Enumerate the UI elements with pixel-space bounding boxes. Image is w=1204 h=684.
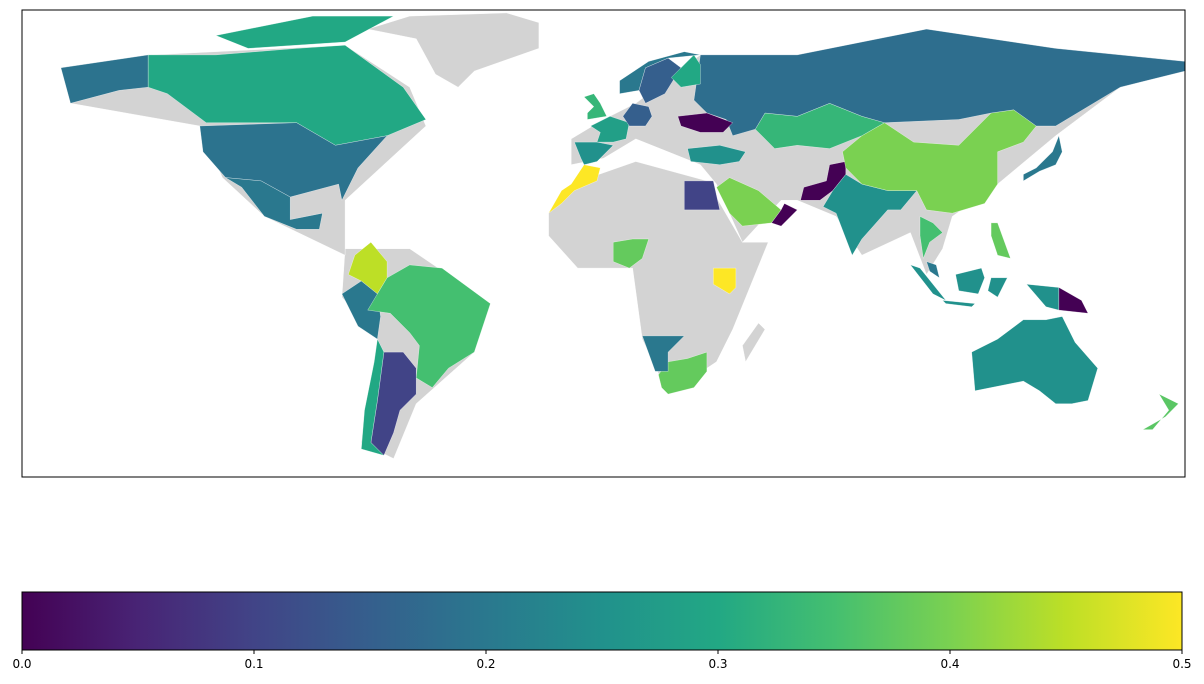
- region: [687, 145, 746, 165]
- colorbar-tick-label: 0.2: [476, 657, 495, 671]
- region: [693, 28, 1185, 136]
- region: [583, 93, 607, 120]
- colorbar-tick-label: 0.0: [12, 657, 31, 671]
- region: [548, 164, 601, 214]
- region: [225, 177, 323, 230]
- no-data-land: [367, 12, 540, 88]
- region: [771, 203, 798, 227]
- region: [590, 116, 630, 143]
- region: [684, 180, 720, 211]
- region: [642, 335, 685, 372]
- region: [713, 267, 737, 295]
- colorbar-tick-label: 0.3: [708, 657, 727, 671]
- region: [942, 300, 976, 307]
- region: [574, 141, 614, 165]
- region: [622, 103, 653, 127]
- region: [361, 338, 385, 456]
- map: [60, 12, 1185, 459]
- no-data-land: [548, 161, 769, 395]
- region: [199, 122, 388, 201]
- region: [822, 174, 918, 256]
- region: [1142, 393, 1179, 430]
- region: [341, 280, 381, 340]
- region: [677, 112, 733, 133]
- colorbar-tick-label: 0.1: [244, 657, 263, 671]
- region: [671, 54, 701, 88]
- region: [842, 109, 1037, 214]
- region: [971, 316, 1098, 404]
- region: [919, 216, 943, 259]
- region: [990, 222, 1011, 259]
- region: [215, 15, 394, 49]
- region: [613, 238, 649, 269]
- colorbar-tick-label: 0.4: [940, 657, 959, 671]
- region: [658, 351, 708, 395]
- region: [367, 264, 491, 388]
- region: [955, 267, 985, 295]
- region: [987, 277, 1008, 298]
- map-frame: [21, 9, 1186, 478]
- region: [60, 54, 149, 104]
- colorbar: [21, 591, 1183, 651]
- region: [1023, 135, 1063, 182]
- region: [926, 261, 940, 279]
- region: [1026, 284, 1060, 311]
- colorbar-tick-label: 0.5: [1172, 657, 1191, 671]
- region: [1058, 287, 1089, 314]
- no-data-land: [742, 322, 766, 363]
- region: [909, 264, 947, 301]
